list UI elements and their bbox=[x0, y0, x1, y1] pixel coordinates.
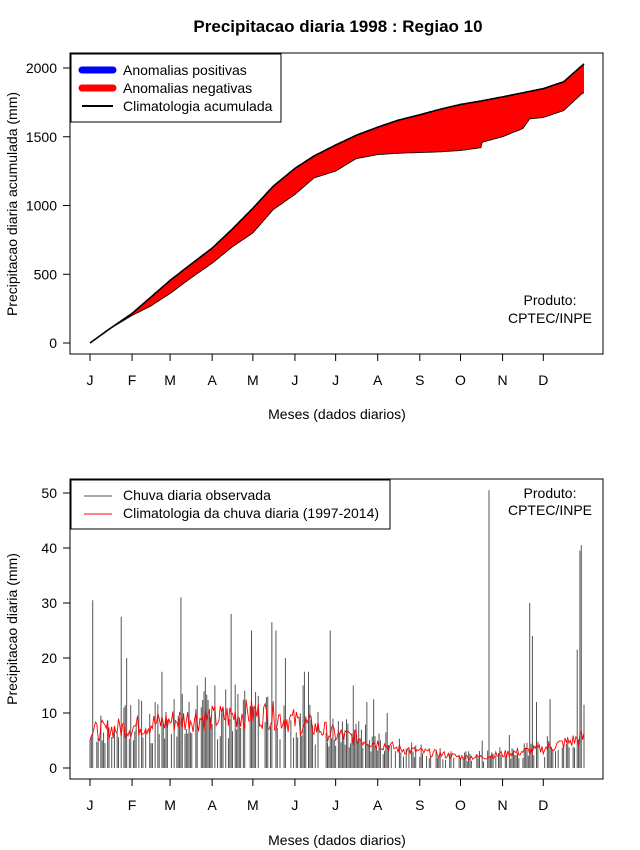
climatology-cumulative-line bbox=[89, 63, 585, 344]
cumulative-x-tick-label: J bbox=[87, 372, 94, 388]
daily-x-tick-label: N bbox=[498, 797, 508, 813]
product-name-top: CPTEC/INPE bbox=[508, 310, 592, 326]
product-label-bottom: Produto: bbox=[524, 485, 577, 501]
daily-x-tick-label: J bbox=[291, 797, 298, 813]
legend-label-positive: Anomalias positivas bbox=[123, 62, 247, 78]
daily-x-axis-label: Meses (dados diarios) bbox=[268, 832, 406, 848]
daily-y-tick-label: 40 bbox=[41, 540, 57, 556]
cumulative-y-axis: 0 500 1000 1500 2000 bbox=[26, 60, 70, 351]
cumulative-x-tick-label: F bbox=[128, 372, 137, 388]
daily-plot-area bbox=[89, 490, 585, 768]
daily-x-tick-label: M bbox=[164, 797, 176, 813]
negative-anomaly-area bbox=[90, 63, 584, 344]
daily-x-tick-label: A bbox=[373, 797, 383, 813]
daily-climatology-line bbox=[89, 699, 585, 761]
chart-title: Precipitacao diaria 1998 : Regiao 10 bbox=[193, 17, 482, 36]
legend-label-observed: Chuva diaria observada bbox=[123, 487, 271, 503]
daily-x-tick-label: J bbox=[332, 797, 339, 813]
daily-x-tick-label: M bbox=[247, 797, 259, 813]
daily-x-tick-label: O bbox=[455, 797, 466, 813]
observed-cumulative-line bbox=[89, 92, 585, 344]
cumulative-y-tick-label: 2000 bbox=[26, 60, 57, 76]
cumulative-panel: 0 500 1000 1500 2000 J F M A M J J A S O N D Precipitac… bbox=[4, 52, 604, 422]
product-label-top: Produto: bbox=[524, 292, 577, 308]
daily-y-tick-label: 0 bbox=[49, 760, 57, 776]
cumulative-x-tick-label: N bbox=[498, 372, 508, 388]
daily-x-tick-label: D bbox=[538, 797, 548, 813]
cumulative-x-axis-label: Meses (dados diarios) bbox=[268, 406, 406, 422]
cumulative-x-tick-label: J bbox=[291, 372, 298, 388]
cumulative-x-tick-label: M bbox=[247, 372, 259, 388]
cumulative-y-tick-label: 1500 bbox=[26, 129, 57, 145]
daily-x-tick-label: S bbox=[415, 797, 424, 813]
cumulative-plot-area bbox=[89, 63, 585, 344]
daily-y-tick-label: 50 bbox=[41, 485, 57, 501]
cumulative-x-tick-label: S bbox=[415, 372, 424, 388]
cumulative-y-axis-label: Precipitacao diaria acumulada (mm) bbox=[4, 92, 20, 316]
cumulative-x-tick-label: D bbox=[538, 372, 548, 388]
daily-y-tick-label: 10 bbox=[41, 705, 57, 721]
cumulative-y-tick-label: 500 bbox=[34, 266, 58, 282]
cumulative-legend: Anomalias positivas Anomalias negativas … bbox=[70, 53, 282, 123]
product-name-bottom: CPTEC/INPE bbox=[508, 502, 592, 518]
daily-y-tick-label: 20 bbox=[41, 650, 57, 666]
daily-x-tick-label: F bbox=[128, 797, 137, 813]
daily-panel: 0 10 20 30 40 50 J F M A M J J A S O N D Precipitacao di… bbox=[4, 478, 604, 848]
cumulative-x-tick-label: J bbox=[332, 372, 339, 388]
daily-x-tick-label: A bbox=[207, 797, 217, 813]
cumulative-y-tick-label: 0 bbox=[49, 335, 57, 351]
cumulative-x-tick-label: O bbox=[455, 372, 466, 388]
cumulative-y-tick-label: 1000 bbox=[26, 198, 57, 214]
daily-y-axis: 0 10 20 30 40 50 bbox=[41, 485, 70, 776]
daily-legend-box bbox=[70, 479, 391, 530]
daily-y-tick-label: 30 bbox=[41, 595, 57, 611]
legend-label-negative: Anomalias negativas bbox=[123, 80, 252, 96]
cumulative-x-tick-label: A bbox=[207, 372, 217, 388]
daily-legend: Chuva diaria observada Climatologia da c… bbox=[70, 479, 391, 530]
cumulative-x-tick-label: A bbox=[373, 372, 383, 388]
legend-label-climatology: Climatologia acumulada bbox=[123, 98, 273, 114]
daily-y-axis-label: Precipitacao diaria (mm) bbox=[4, 553, 20, 705]
cumulative-x-tick-label: M bbox=[164, 372, 176, 388]
legend-label-clim-daily: Climatologia da chuva diaria (1997-2014) bbox=[123, 505, 379, 521]
daily-x-tick-label: J bbox=[87, 797, 94, 813]
